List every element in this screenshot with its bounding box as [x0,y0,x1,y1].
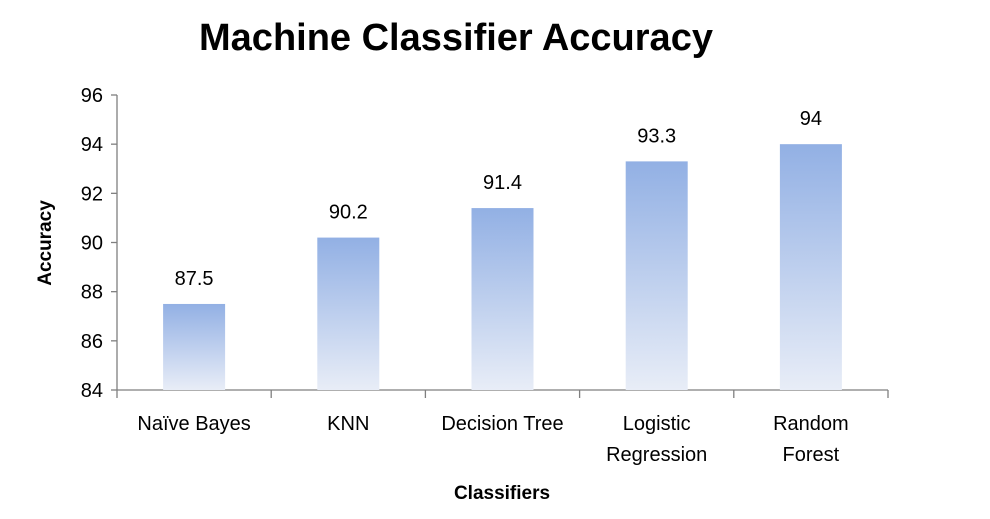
y-tick-label: 94 [81,134,103,156]
bar [317,237,380,390]
category-label: Decision Tree [441,413,563,435]
y-axis-label: Accuracy [35,200,56,286]
bar [625,161,688,390]
data-labels-group: 87.5 90.2 91.4 93.3 94 [175,108,822,290]
bar [471,208,534,390]
y-tick-label: 88 [81,282,103,304]
y-tick-label: 86 [81,331,103,353]
y-tick-label: 90 [81,233,103,255]
chart-title: Machine Classifier Accuracy [199,17,713,59]
category-label: Forest [783,444,840,466]
y-axis-ticks: 84 86 88 90 92 94 96 [81,85,117,402]
category-label: KNN [327,413,369,435]
bar [779,144,842,390]
x-axis-ticks [116,390,889,398]
bar [163,303,226,390]
category-label: Naïve Bayes [137,413,250,435]
bars-group [163,144,842,390]
data-label: 94 [800,108,822,130]
data-label: 87.5 [175,268,214,290]
data-label: 91.4 [483,172,522,194]
x-axis-label: Classifiers [454,483,550,504]
data-label: 90.2 [329,202,368,224]
category-labels-group: Naïve Bayes KNN Decision Tree Logistic Regre… [137,413,848,466]
y-tick-label: 84 [81,380,103,402]
y-tick-label: 92 [81,183,103,205]
category-label: Logistic [623,413,691,435]
data-label: 93.3 [637,125,676,147]
category-label: Random [773,413,849,435]
category-label: Regression [606,444,707,466]
y-tick-label: 96 [81,85,103,107]
